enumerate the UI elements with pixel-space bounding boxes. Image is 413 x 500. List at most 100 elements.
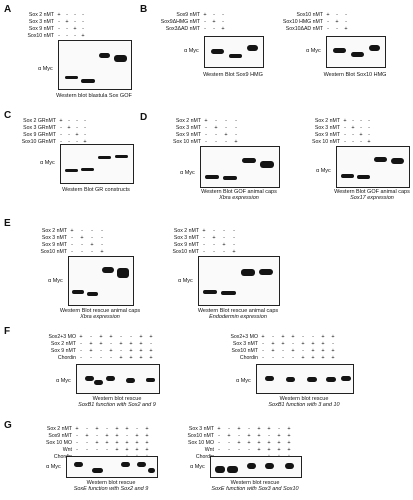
lane-sign: +: [115, 440, 119, 446]
lane-sign: +: [224, 132, 228, 138]
row-label: Sox2+3 MO: [48, 334, 76, 340]
lane-sign: +: [57, 12, 61, 18]
lane-sign: +: [301, 341, 305, 347]
lane-sign: -: [223, 228, 225, 234]
lane-sign: -: [81, 228, 83, 234]
protein-band: [204, 175, 219, 179]
row-label: Chordin: [239, 355, 258, 361]
lane-sign: -: [71, 242, 73, 248]
blot-image: [60, 144, 134, 184]
lane-sign: -: [86, 426, 88, 432]
row-label: Sox 2 nMT: [46, 426, 72, 432]
lane-sign: +: [344, 26, 348, 32]
lane-sign: +: [109, 348, 113, 354]
lane-sign: +: [95, 426, 99, 432]
lane-sign: +: [267, 447, 271, 453]
protein-band: [351, 52, 365, 57]
lane-sign: +: [135, 447, 139, 453]
protein-band: [102, 266, 114, 274]
lane-sign: -: [76, 440, 78, 446]
lane-sign: +: [125, 440, 129, 446]
protein-band: [203, 289, 218, 295]
lane-sign: +: [234, 139, 238, 145]
protein-band: [214, 466, 226, 473]
lane-sign: +: [291, 334, 295, 340]
lane-sign: +: [321, 334, 325, 340]
blot-caption: Western Blot Sox10 HMG: [306, 72, 404, 78]
lane-sign: +: [83, 139, 87, 145]
lane-sign: +: [359, 132, 363, 138]
lane-sign: +: [203, 12, 207, 18]
panel-letter: A: [4, 4, 12, 15]
row-label: Sox 10 nMT: [312, 139, 340, 145]
lane-sign: -: [228, 447, 230, 453]
protein-band: [126, 377, 136, 383]
antibody-label: α Myc: [184, 48, 199, 54]
lane-sign: +: [81, 33, 85, 39]
lane-sign: -: [110, 355, 112, 361]
lane-sign: +: [149, 348, 153, 354]
lane-sign: -: [225, 118, 227, 124]
lane-sign: +: [80, 235, 84, 241]
lane-sign: -: [66, 12, 68, 18]
lane-sign: +: [267, 426, 271, 432]
protein-band: [64, 168, 78, 172]
lane-sign: +: [257, 433, 261, 439]
lane-sign: +: [261, 334, 265, 340]
row-label: Sox 3 nMT: [175, 125, 201, 131]
protein-band: [306, 376, 317, 382]
lane-sign: +: [311, 348, 315, 354]
blot-caption: Western Blot GOF animal caps Sox17 expres…: [316, 189, 413, 201]
lane-sign: -: [76, 118, 78, 124]
protein-band: [221, 290, 236, 296]
blot-caption: Western blot blastula Sox GOF: [38, 93, 150, 99]
lane-sign: +: [67, 125, 71, 131]
blot-caption: Western Blot GOF animal caps Xbra express…: [180, 189, 298, 201]
lane-sign: -: [60, 139, 62, 145]
row-label: Wnt: [204, 447, 214, 453]
lane-sign: +: [125, 447, 129, 453]
lane-sign: +: [125, 426, 129, 432]
panel-letter: C: [4, 110, 12, 121]
row-label: Sox 2 nMT: [314, 118, 340, 124]
row-label: Sox 2 GRnMT: [23, 118, 56, 124]
lane-sign: -: [235, 118, 237, 124]
lane-sign: -: [248, 426, 250, 432]
lane-sign: -: [344, 139, 346, 145]
lane-sign: +: [149, 334, 153, 340]
lane-sign: -: [74, 33, 76, 39]
lane-sign: -: [222, 19, 224, 25]
lane-sign: +: [115, 433, 119, 439]
lane-sign: -: [106, 426, 108, 432]
lane-sign: -: [101, 235, 103, 241]
caption-line: Western blot rescue: [279, 396, 329, 402]
row-label: Sox 9 nMT: [314, 132, 340, 138]
lane-sign: -: [205, 125, 207, 131]
protein-band: [259, 268, 274, 276]
lane-sign: +: [331, 355, 335, 361]
protein-band: [240, 269, 255, 277]
lane-sign: +: [281, 334, 285, 340]
lane-sign: +: [129, 355, 133, 361]
blot-image: [76, 364, 160, 394]
caption-line: Western Blot GOF animal caps: [201, 189, 277, 195]
lane-sign: -: [272, 334, 274, 340]
lane-sign: +: [135, 440, 139, 446]
protein-band: [145, 377, 155, 383]
row-label: Chordin: [195, 454, 214, 460]
lane-sign: -: [368, 125, 370, 131]
protein-band: [137, 462, 147, 467]
row-label: Chordin: [57, 355, 76, 361]
antibody-label: α Myc: [38, 66, 53, 72]
caption-line: Western Blot rescue animal caps: [59, 308, 141, 314]
row-label: Sox 2 nMT: [28, 12, 54, 18]
lane-sign: -: [100, 355, 102, 361]
lane-sign: -: [130, 334, 132, 340]
row-label: Sox10 nMT: [231, 348, 258, 354]
lane-sign: +: [237, 426, 241, 432]
lane-sign: -: [352, 132, 354, 138]
lane-sign: -: [84, 132, 86, 138]
lane-sign: +: [326, 12, 330, 18]
lane-sign: +: [105, 440, 109, 446]
row-label: Sox10 nMT: [187, 433, 214, 439]
